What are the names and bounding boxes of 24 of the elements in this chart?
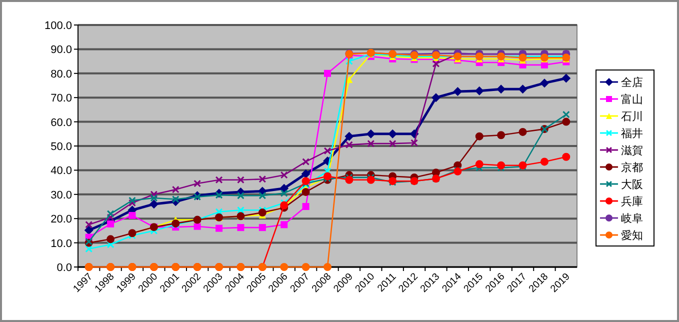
legend-label: 全店 — [621, 76, 643, 89]
y-tick-label: 80.0 — [50, 68, 72, 80]
legend-label: 京都 — [621, 161, 643, 174]
y-tick-label: 30.0 — [50, 189, 72, 202]
y-tick-label: 20.0 — [50, 214, 72, 226]
legend-label: 滋賀 — [621, 145, 643, 157]
legend-label: 石川 — [621, 110, 643, 123]
legend-label: 岐阜 — [621, 212, 643, 225]
point — [324, 263, 332, 271]
point — [280, 263, 288, 271]
y-tick-label: 0.0 — [56, 262, 72, 274]
legend-label: 兵庫 — [621, 195, 643, 208]
y-tick-label: 90.0 — [50, 44, 72, 56]
legend-label: 愛知 — [621, 229, 643, 242]
point — [302, 263, 310, 271]
y-tick-label: 10.0 — [50, 238, 72, 250]
y-tick-label: 60.0 — [50, 116, 72, 129]
legend-label: 福井 — [621, 127, 643, 140]
y-tick-label: 50.0 — [50, 141, 72, 153]
y-tick-label: 40.0 — [50, 165, 72, 178]
y-tick-label: 70.0 — [50, 92, 72, 105]
legend-label: 富山 — [621, 93, 643, 106]
legend-label: 大阪 — [621, 178, 643, 191]
y-tick-label: 100.0 — [44, 20, 72, 32]
